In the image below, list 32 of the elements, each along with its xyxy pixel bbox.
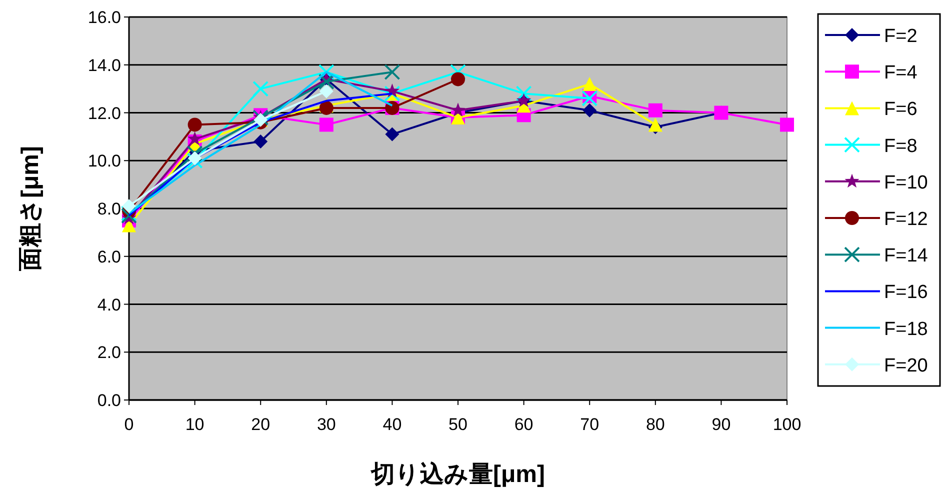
x-tick-label: 90	[712, 415, 731, 434]
y-tick-label: 8.0	[97, 200, 121, 218]
legend-label: F=16	[884, 282, 928, 304]
x-tick-label: 0	[124, 415, 134, 434]
legend-label: F=18	[884, 318, 928, 340]
x-tick-label: 50	[448, 415, 468, 434]
y-tick-label: 0.0	[97, 391, 121, 410]
legend-label: F=20	[884, 355, 928, 376]
y-tick-label: 14.0	[88, 56, 121, 75]
y-tick-label: 12.0	[88, 104, 121, 123]
y-tick-label: 16.0	[88, 8, 121, 27]
legend-label: F=2	[884, 26, 918, 47]
x-tick-label: 80	[646, 415, 665, 434]
y-tick-label: 10.0	[88, 152, 121, 171]
x-tick-label: 40	[382, 415, 402, 434]
x-axis-title: 切り込み量[μm]	[370, 461, 546, 488]
x-tick-label: 10	[185, 415, 204, 434]
x-tick-label: 70	[580, 415, 600, 434]
x-tick-label: 100	[772, 415, 802, 434]
x-tick-label: 20	[251, 415, 270, 434]
y-tick-label: 4.0	[97, 295, 121, 314]
y-axis-title: 面粗さ[μm]	[17, 146, 44, 272]
legend-label: F=10	[884, 172, 928, 194]
x-tick-label: 60	[514, 415, 534, 434]
x-tick-label: 30	[316, 415, 336, 434]
y-tick-label: 2.0	[97, 343, 121, 362]
legend-label: F=14	[884, 246, 928, 267]
legend-label: F=6	[884, 99, 918, 120]
legend-label: F=4	[884, 62, 918, 84]
legend-label: F=12	[884, 209, 928, 230]
legend-label: F=8	[884, 136, 918, 157]
y-tick-label: 6.0	[97, 247, 121, 266]
